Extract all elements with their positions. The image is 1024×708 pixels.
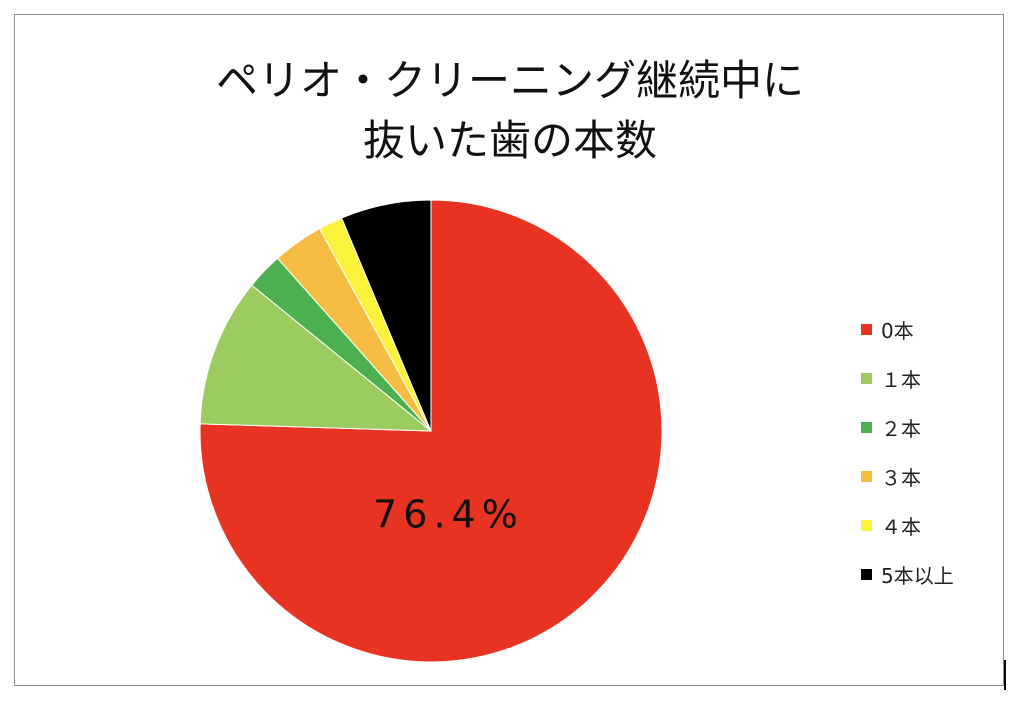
legend-label-3: ２本 [881,417,921,441]
pie-data-labels: 76.4% [373,493,524,537]
pie-data-label-1: 76.4% [373,493,524,537]
chart-title: ペリオ・クリーニング継続中に 抜いた歯の本数 [15,51,1005,171]
legend-swatch-2 [861,373,872,384]
chart-frame: ペリオ・クリーニング継続中に 抜いた歯の本数 76.4% 0本 １本 ２本 ３本 ４本 5… [14,14,1004,686]
legend-label-4: ３本 [881,466,921,490]
pie-slice-6 [340,199,432,432]
pie-chart: 76.4% [199,199,663,663]
chart-title-line-1: ペリオ・クリーニング継続中に [215,56,804,105]
legend-item-3: ２本 [861,403,1011,452]
legend-swatch-6 [861,569,872,580]
legend-swatch-3 [861,422,872,433]
chart-title-line-2: 抜いた歯の本数 [362,116,657,165]
chart-legend: 0本 １本 ２本 ３本 ４本 5本以上 [861,305,1011,599]
edge-mark [1004,660,1006,690]
legend-label-2: １本 [881,368,921,392]
pie-slices [199,199,663,663]
legend-swatch-4 [861,471,872,482]
legend-label-1: 0本 [881,319,914,343]
pie-slice-2 [199,284,433,432]
legend-item-6: 5本以上 [861,550,1011,599]
legend-item-4: ３本 [861,452,1011,501]
legend-swatch-5 [861,520,872,531]
legend-item-1: 0本 [861,305,1011,354]
legend-swatch-1 [861,324,872,335]
legend-label-6: 5本以上 [881,564,954,588]
legend-item-2: １本 [861,354,1011,403]
legend-label-5: ４本 [881,515,921,539]
legend-item-5: ４本 [861,501,1011,550]
